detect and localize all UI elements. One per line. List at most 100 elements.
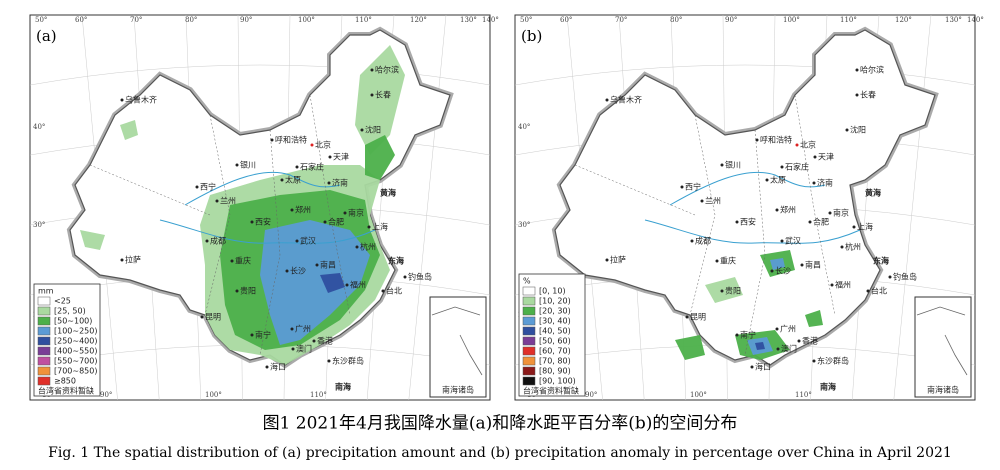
sea-label: 南海 <box>820 382 836 392</box>
city-dot <box>120 258 124 262</box>
inset-frame <box>429 296 487 398</box>
legend-item: [40, 50) <box>539 327 571 336</box>
city-label: 沈阳 <box>365 125 381 135</box>
city-label: 长春 <box>860 90 876 100</box>
city-dot <box>312 339 316 343</box>
china-border <box>554 29 936 366</box>
city-label: 呼和浩特 <box>760 135 792 145</box>
city-dot <box>290 327 294 331</box>
legend-swatch <box>522 286 536 296</box>
city-label: 呼和浩特 <box>275 135 307 145</box>
lon-label: 130° <box>945 16 962 24</box>
city-dot <box>205 239 209 243</box>
city-dot <box>235 163 239 167</box>
river <box>184 171 341 206</box>
city-dot <box>343 211 347 215</box>
lon-label: 70° <box>615 16 627 24</box>
city-label: 南京 <box>348 208 364 218</box>
panel-label: (b) <box>521 27 542 45</box>
city-label: 长沙 <box>775 266 791 276</box>
city-label: 兰州 <box>705 196 721 206</box>
city-dot <box>250 333 254 337</box>
city-dot <box>367 225 371 229</box>
city-dot <box>800 263 804 267</box>
city-label: 香港 <box>802 336 818 346</box>
sea-label: 东海 <box>388 256 404 266</box>
city-label: 天津 <box>333 152 349 162</box>
inset-label: 南海诸岛 <box>442 385 474 395</box>
city-dot <box>770 269 774 273</box>
legend-item: [80, 90) <box>539 367 571 376</box>
precip-area <box>705 277 743 303</box>
inset-label: 南海诸岛 <box>927 385 959 395</box>
legend-swatch <box>522 296 536 306</box>
city-label: 上海 <box>372 222 388 232</box>
inset-coast <box>916 306 968 376</box>
city-label: 济南 <box>332 178 348 188</box>
sea-label: 东海 <box>873 256 889 266</box>
legend-swatch <box>522 346 536 356</box>
precip-area <box>770 258 785 270</box>
precip-area <box>805 310 823 327</box>
city-dot <box>291 347 295 351</box>
lon-label: 90° <box>585 391 597 399</box>
precip-area <box>260 220 370 345</box>
lon-label: 110° <box>310 391 327 399</box>
city-label: 西宁 <box>685 182 701 192</box>
city-dot <box>235 289 239 293</box>
sea-label: 南海 <box>335 382 351 392</box>
city-dot <box>720 289 724 293</box>
city-dot <box>285 269 289 273</box>
lon-label: 80° <box>670 16 682 24</box>
legend-swatch <box>37 366 51 376</box>
city-dot <box>735 333 739 337</box>
lon-label: 110° <box>795 391 812 399</box>
city-label: 昆明 <box>205 313 221 322</box>
legend-unit: mm <box>38 287 54 296</box>
city-label: 天津 <box>818 152 834 162</box>
city-label: 合肥 <box>328 217 344 227</box>
city-label: 钓鱼岛 <box>893 272 917 282</box>
legend-item: <25 <box>54 297 71 306</box>
city-dot <box>323 220 327 224</box>
city-label: 济南 <box>817 178 833 188</box>
city-dot <box>345 283 349 287</box>
city-label: 长春 <box>375 90 391 100</box>
city-label: 重庆 <box>720 256 736 266</box>
lon-label: 50° <box>520 16 532 24</box>
city-dot <box>200 315 204 319</box>
lon-label: 100° <box>205 391 222 399</box>
legend-swatch <box>37 306 51 316</box>
lon-label: 110° <box>355 16 372 24</box>
city-label: 南昌 <box>805 260 821 270</box>
city-dot <box>776 347 780 351</box>
city-label: 重庆 <box>235 256 251 266</box>
lon-label: 80° <box>185 16 197 24</box>
river <box>669 171 826 206</box>
graticule <box>893 14 932 401</box>
graticule <box>408 14 447 401</box>
city-label: 郑州 <box>295 205 311 215</box>
city-dot <box>360 128 364 132</box>
city-dot <box>812 181 816 185</box>
city-label: 东沙群岛 <box>817 356 849 366</box>
city-label: 石家庄 <box>785 162 809 172</box>
city-dot <box>715 259 719 263</box>
legend-swatch <box>37 296 51 306</box>
legend-swatch <box>522 356 536 366</box>
river <box>159 219 376 244</box>
city-label: 合肥 <box>813 217 829 227</box>
city-dot <box>830 283 834 287</box>
city-dot <box>866 289 870 293</box>
precip-area <box>355 45 405 155</box>
city-dot <box>250 220 254 224</box>
legend-swatch <box>37 376 51 386</box>
city-dot <box>775 208 779 212</box>
city-label: 南昌 <box>320 260 336 270</box>
city-dot <box>315 263 319 267</box>
lon-label: 140° <box>482 16 499 24</box>
city-label: 长沙 <box>290 266 306 276</box>
lat-label: 40° <box>518 123 530 131</box>
